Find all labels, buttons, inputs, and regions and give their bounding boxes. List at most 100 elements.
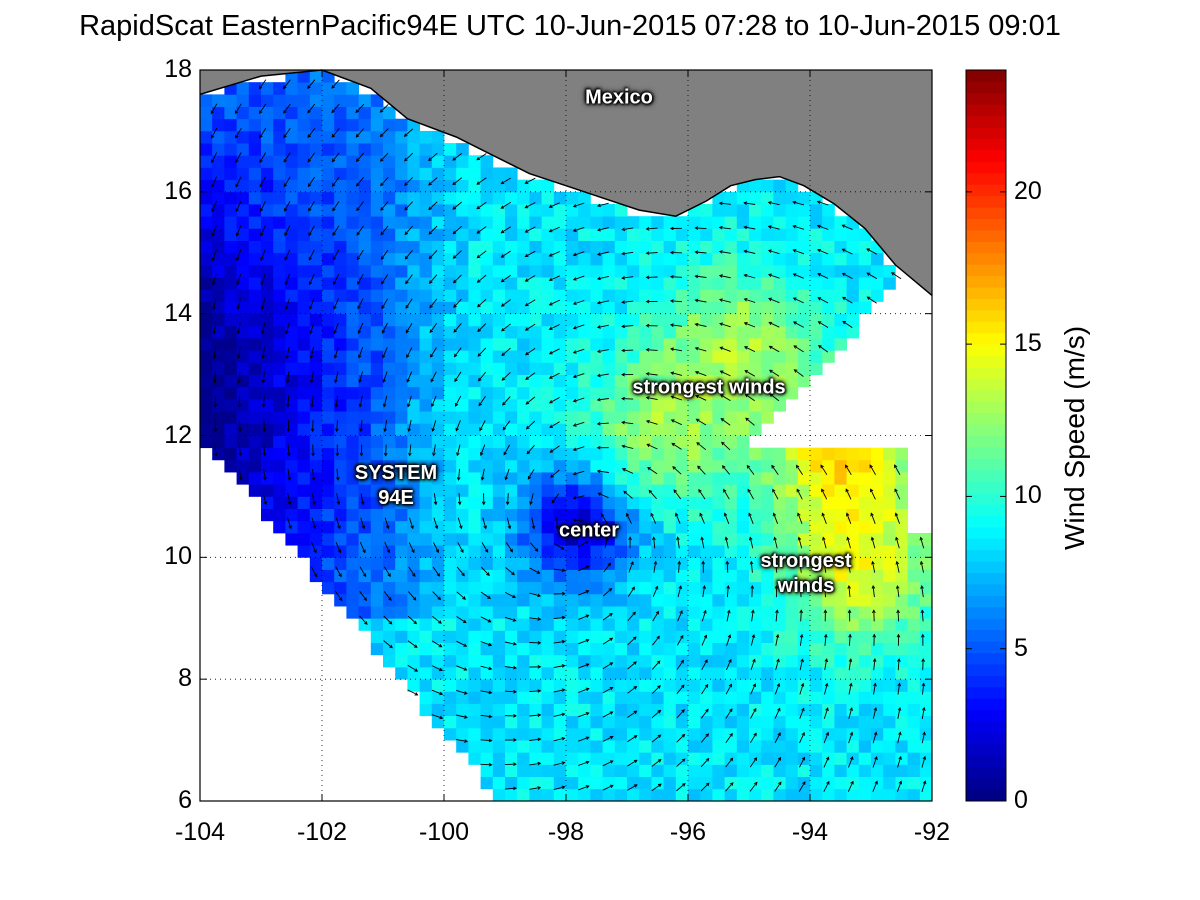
wind-cell xyxy=(261,191,274,205)
wind-cell xyxy=(651,386,664,400)
wind-vector-head xyxy=(773,536,777,541)
wind-vector-head xyxy=(729,757,734,762)
wind-cell xyxy=(322,252,335,266)
colorbar-segment xyxy=(966,366,1006,379)
wind-vector xyxy=(452,201,462,210)
wind-vector xyxy=(525,202,536,209)
wind-vector xyxy=(578,785,589,791)
wind-cell xyxy=(688,216,701,229)
wind-cell xyxy=(907,630,921,644)
wind-cell xyxy=(358,301,372,315)
wind-vector xyxy=(380,225,389,235)
wind-cell xyxy=(761,374,774,388)
wind-cell xyxy=(675,532,689,546)
wind-cell xyxy=(200,301,213,315)
wind-cell xyxy=(688,703,701,717)
wind-cell xyxy=(517,740,530,753)
wind-cell xyxy=(773,386,786,400)
wind-cell xyxy=(590,423,603,436)
wind-cell xyxy=(261,459,274,473)
wind-vector xyxy=(501,299,511,307)
wind-cell xyxy=(871,715,884,729)
wind-vector xyxy=(404,128,414,137)
wind-cell xyxy=(468,630,481,644)
wind-cell xyxy=(566,618,579,631)
wind-vector xyxy=(719,251,731,254)
wind-vector-head xyxy=(669,250,674,255)
wind-cell xyxy=(285,264,298,278)
wind-cell xyxy=(383,191,396,205)
wind-vector xyxy=(477,323,487,332)
wind-cell xyxy=(627,606,640,619)
wind-cell xyxy=(419,703,433,717)
wind-cell xyxy=(700,484,713,497)
wind-cell xyxy=(358,618,372,631)
wind-cell xyxy=(200,350,213,363)
wind-cell xyxy=(334,216,347,229)
wind-cell xyxy=(822,447,835,461)
wind-cell xyxy=(431,654,445,668)
wind-vector xyxy=(430,371,437,382)
wind-cell xyxy=(846,508,860,522)
wind-cell xyxy=(724,508,738,522)
wind-cell xyxy=(883,654,896,668)
wind-vector xyxy=(623,490,633,499)
wind-cell xyxy=(566,264,579,278)
wind-cell xyxy=(309,70,323,83)
wind-cell xyxy=(688,520,701,534)
wind-vector-head xyxy=(896,633,901,638)
wind-cell xyxy=(297,484,311,497)
wind-cell xyxy=(492,362,506,375)
wind-vector xyxy=(525,323,536,331)
y-tick-label: 8 xyxy=(178,664,192,693)
wind-cell xyxy=(773,654,786,668)
wind-vector-head xyxy=(561,761,566,765)
wind-cell xyxy=(736,581,750,595)
wind-cell xyxy=(248,252,262,266)
wind-vector xyxy=(775,659,780,671)
wind-cell xyxy=(468,569,481,583)
colorbar-segment xyxy=(966,732,1006,745)
wind-cell xyxy=(273,106,286,120)
wind-cell xyxy=(675,472,689,485)
wind-cell xyxy=(797,484,811,497)
wind-cell xyxy=(773,472,786,485)
wind-vector xyxy=(578,712,589,718)
wind-vector-head xyxy=(336,501,341,506)
wind-vector xyxy=(719,275,731,279)
wind-cell xyxy=(358,313,372,327)
wind-cell xyxy=(724,204,738,217)
y-tick-label: 6 xyxy=(178,786,192,814)
wind-cell xyxy=(761,313,774,327)
wind-cell xyxy=(846,715,860,729)
wind-cell xyxy=(285,118,298,132)
wind-cell xyxy=(395,532,408,546)
wind-cell xyxy=(688,691,701,704)
wind-vector xyxy=(921,610,924,622)
wind-cell xyxy=(712,484,725,497)
wind-vector xyxy=(428,201,438,210)
wind-cell xyxy=(346,118,359,132)
wind-cell xyxy=(517,484,530,497)
wind-vector-head xyxy=(845,464,849,469)
wind-vector-head xyxy=(502,426,507,431)
wind-cell xyxy=(407,204,420,217)
wind-cell xyxy=(810,691,823,704)
wind-vector xyxy=(769,393,780,402)
wind-cell xyxy=(907,691,921,704)
wind-cell xyxy=(444,630,457,644)
wind-cell xyxy=(248,191,262,205)
wind-cell xyxy=(614,338,628,351)
wind-vector-head xyxy=(513,738,517,742)
wind-vector-head xyxy=(894,488,898,493)
wind-vector xyxy=(287,395,290,407)
wind-cell xyxy=(749,520,762,534)
wind-vector-head xyxy=(796,488,800,493)
wind-cell xyxy=(273,216,286,229)
wind-cell xyxy=(468,447,481,461)
wind-cell xyxy=(651,727,664,741)
wind-cell xyxy=(358,532,372,546)
wind-cell xyxy=(749,362,762,375)
wind-cell xyxy=(919,545,933,558)
wind-cell xyxy=(505,557,518,570)
